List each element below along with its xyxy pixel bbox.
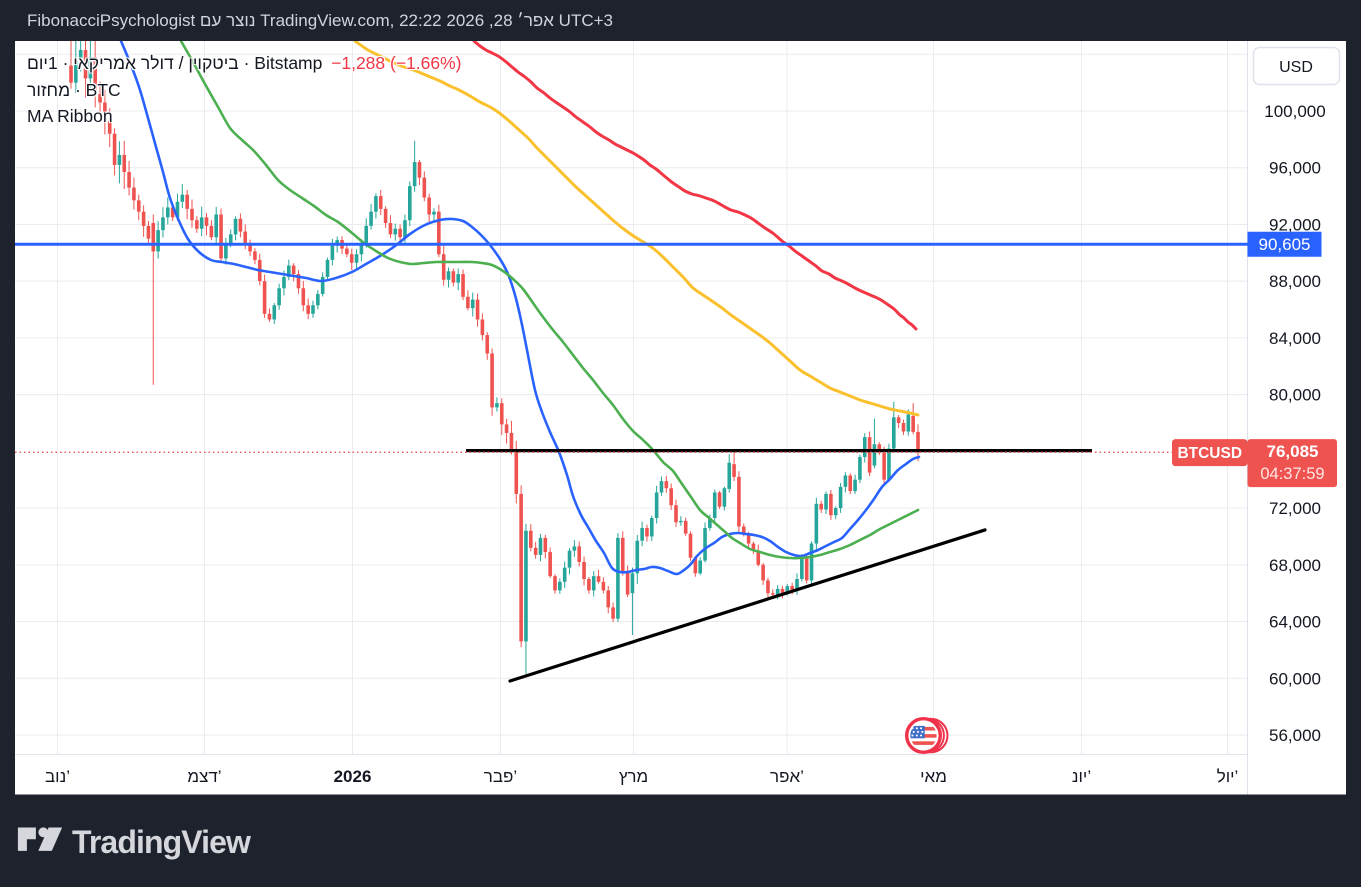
price-tick-label: 100,000 — [1264, 102, 1325, 121]
legend-ma-ribbon-row[interactable]: MA Ribbon — [27, 103, 462, 130]
us-flag-event-icon[interactable] — [905, 717, 949, 755]
brand-bar: TradingView — [0, 794, 1361, 887]
tradingview-logo-icon — [17, 827, 63, 851]
svg-text:04:37:59: 04:37:59 — [1260, 465, 1324, 483]
price-tick-label: 80,000 — [1269, 386, 1321, 405]
time-tick-label: 2026 — [334, 767, 372, 786]
tradingview-brand-text: TradingView — [72, 824, 251, 860]
attribution-text: FibonacciPsychologist נוצר עם TradingVie… — [27, 10, 613, 30]
currency-unit-label: USD — [1279, 59, 1313, 76]
time-tick-label: מרץ — [619, 767, 648, 786]
volume-indicator-title[interactable]: מחזור · BTC — [27, 79, 121, 100]
time-tick-label: מאי — [920, 767, 947, 786]
price-change: −1,288 (−1.66%) — [331, 53, 462, 73]
price-tick-label: 68,000 — [1269, 556, 1321, 575]
time-tick-label: נוב’ — [45, 767, 70, 786]
price-tick-label: 56,000 — [1269, 726, 1321, 745]
time-tick-label: פבר’ — [484, 767, 517, 786]
currency-unit-button[interactable] — [1252, 46, 1341, 86]
legend-volume-row[interactable]: מחזור · BTC — [27, 77, 462, 104]
price-tick-label: 88,000 — [1269, 272, 1321, 291]
symbol-name-tag — [1172, 439, 1248, 467]
time-tick-label: דצמ’ — [187, 767, 221, 786]
ma-line — [179, 41, 920, 560]
legend-symbol-row[interactable]: ביטקוין / דולר אמריקאי · 1יום · Bitstamp… — [27, 50, 462, 77]
ma-ribbon-indicator-title[interactable]: MA Ribbon — [27, 106, 113, 126]
ma-line — [119, 41, 921, 576]
price-tick-label: 96,000 — [1269, 159, 1321, 178]
attribution-bar: FibonacciPsychologist נוצר עם TradingVie… — [0, 0, 1361, 41]
svg-text:76,085: 76,085 — [1267, 442, 1319, 461]
svg-text:BTCUSD: BTCUSD — [1177, 445, 1242, 462]
price-tick-label: 64,000 — [1269, 613, 1321, 632]
price-tick-label: 92,000 — [1269, 215, 1321, 234]
time-tick-label: יונ’ — [1072, 767, 1091, 786]
price-tick-label: 72,000 — [1269, 499, 1321, 518]
last-price-label — [1247, 439, 1337, 488]
symbol-title[interactable]: ביטקוין / דולר אמריקאי · 1יום · Bitstamp — [27, 53, 323, 73]
trendline-ascending — [508, 528, 987, 683]
price-tick-label: 84,000 — [1269, 329, 1321, 348]
time-tick-label: יול’ — [1217, 767, 1239, 786]
svg-text:90,605: 90,605 — [1259, 235, 1311, 254]
chart-legend: ביטקוין / דולר אמריקאי · 1יום · Bitstamp… — [27, 50, 462, 130]
time-tick-label: אפר’ — [770, 767, 804, 786]
blue-line-price-label — [1247, 231, 1322, 257]
ma-line — [472, 41, 918, 331]
price-tick-label: 60,000 — [1269, 669, 1321, 688]
